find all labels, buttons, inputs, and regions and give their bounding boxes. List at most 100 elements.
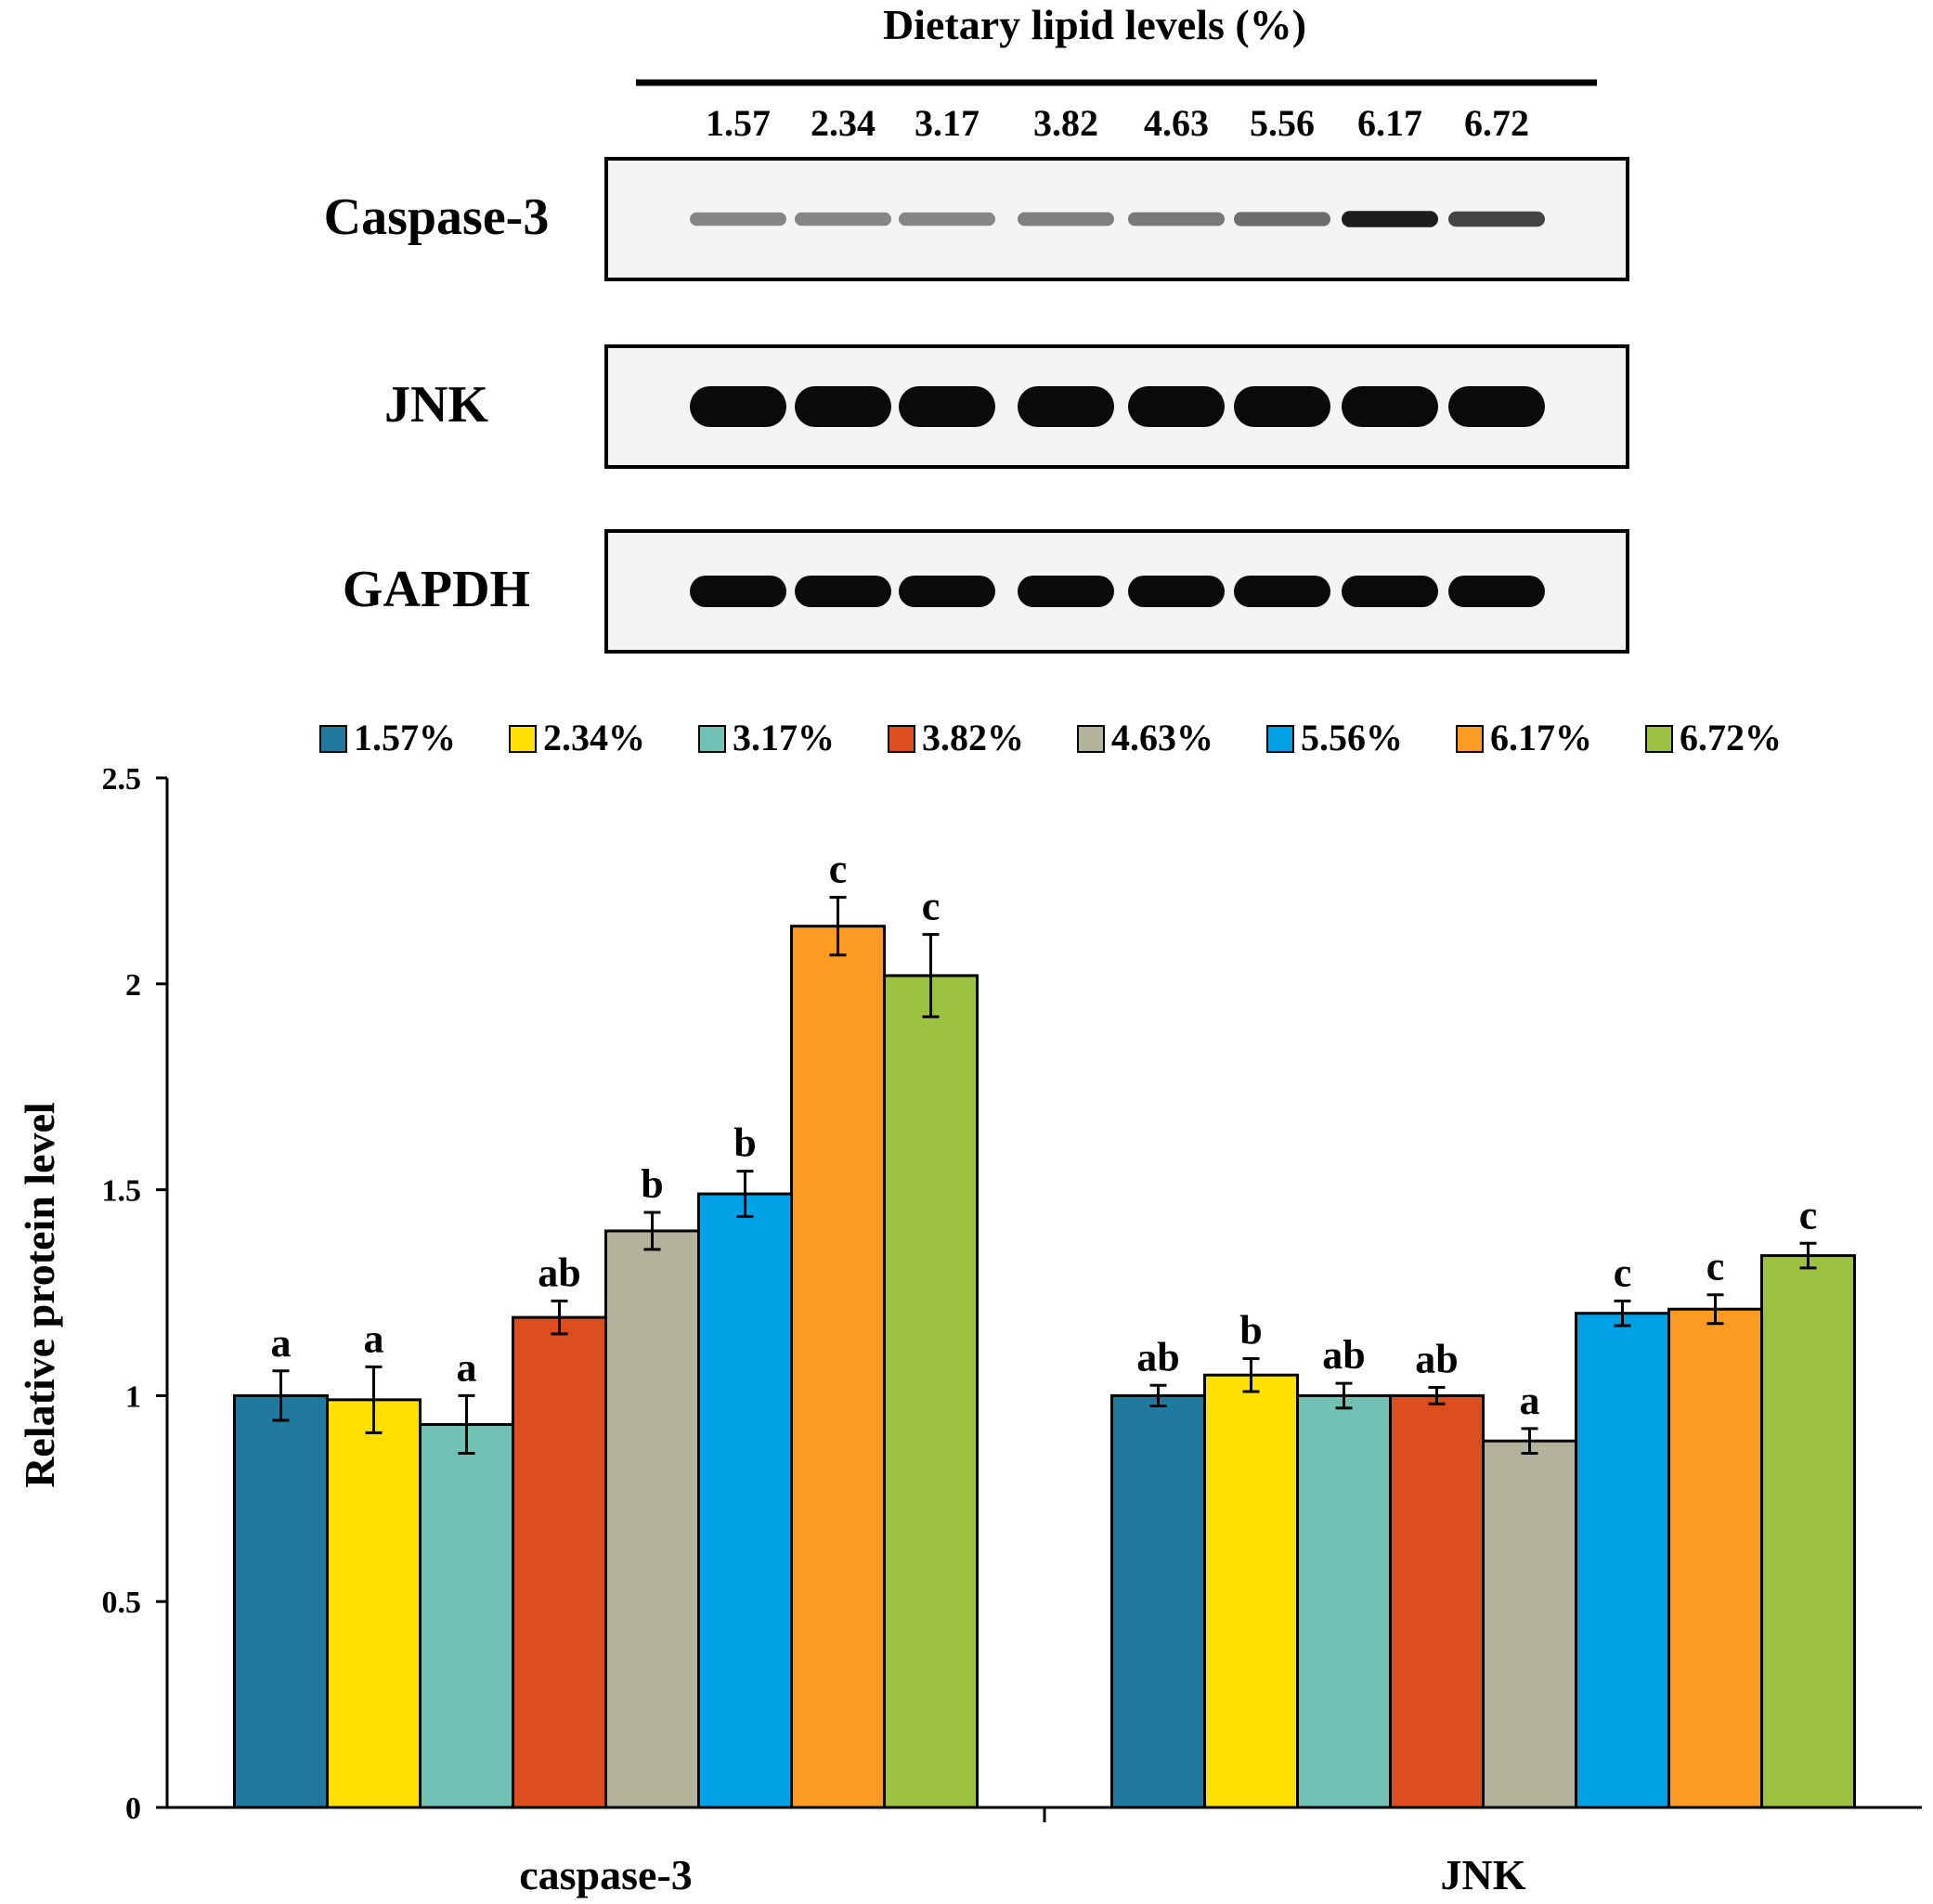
- lane-label: 6.72: [1464, 102, 1529, 144]
- bars: [233, 925, 1856, 1809]
- blot-band: [1234, 212, 1330, 227]
- blot-band: [899, 212, 995, 227]
- bar: [1110, 1393, 1206, 1809]
- bar: [233, 1393, 329, 1809]
- x-tick-label: caspase-3: [519, 1851, 693, 1898]
- blot-band: [1128, 212, 1225, 227]
- blot-band: [1448, 576, 1545, 607]
- blot-band: [1018, 386, 1114, 427]
- significance-letter: b: [641, 1161, 663, 1207]
- bar-chart: 1.57% 2.34% 3.17% 3.82% 4.63% 5.56% 6.17% 6.72%…: [16, 717, 1922, 1898]
- blot-band: [1234, 386, 1330, 427]
- legend: 1.57% 2.34% 3.17% 3.82% 4.63% 5.56% 6.17% 6.72%: [319, 717, 1782, 758]
- significance-letter: a: [457, 1344, 477, 1390]
- significance-letter: ab: [1322, 1332, 1365, 1378]
- significance-letter: c: [1706, 1244, 1725, 1289]
- blot-row-label: Caspase-3: [324, 188, 550, 246]
- legend-label: 2.34%: [543, 717, 645, 758]
- significance-letter: ab: [1415, 1337, 1458, 1382]
- legend-swatch: [698, 725, 726, 753]
- lane-label: 1.57: [706, 102, 771, 144]
- y-tick-label: 2.5: [102, 762, 142, 797]
- legend-swatch: [888, 725, 915, 753]
- blot-band: [1448, 386, 1545, 427]
- blot-band: [899, 386, 995, 427]
- x-tick-labels: caspase-3 JNK: [519, 1851, 1525, 1898]
- legend-entry: 5.56%: [1266, 717, 1403, 758]
- bar: [1760, 1254, 1856, 1809]
- bar: [883, 974, 979, 1809]
- legend-entry: 3.17%: [698, 717, 835, 758]
- legend-swatch: [1456, 725, 1484, 753]
- significance-letter: ab: [1136, 1334, 1179, 1379]
- legend-entry: 1.57%: [319, 717, 456, 758]
- blot-row: GAPDH: [343, 529, 1629, 654]
- blot-band: [690, 576, 786, 607]
- bar: [326, 1398, 422, 1809]
- y-tick-label: 1.5: [102, 1174, 142, 1209]
- legend-swatch: [319, 725, 347, 753]
- significance-letter: c: [922, 884, 941, 929]
- blot-band: [1342, 386, 1438, 427]
- significance-letter: a: [1520, 1378, 1540, 1423]
- error-bars: [272, 896, 1817, 1456]
- blot-row: Caspase-3: [324, 157, 1629, 281]
- y-axis-label: Relative protein level: [16, 1102, 63, 1488]
- legend-swatch: [1645, 725, 1673, 753]
- legend-label: 6.17%: [1490, 717, 1592, 758]
- legend-entry: 2.34%: [509, 717, 645, 758]
- bar: [1389, 1393, 1485, 1809]
- y-tick-label: 2: [125, 968, 141, 1003]
- legend-label: 4.63%: [1111, 717, 1213, 758]
- lane-label: 3.82: [1033, 102, 1098, 144]
- legend-entry: 6.17%: [1456, 717, 1592, 758]
- legend-label: 6.72%: [1680, 717, 1782, 758]
- axes: 0 0.5 1 1.5 2 2.5: [102, 762, 1922, 1826]
- blot-row: JNK: [384, 344, 1629, 469]
- western-blot-panel: Dietary lipid levels (%) 1.57 2.34 3.17 3.8…: [324, 1, 1629, 654]
- bar: [790, 925, 886, 1809]
- y-tick-label: 0.5: [102, 1586, 142, 1620]
- legend-label: 1.57%: [354, 717, 456, 758]
- blot-band: [795, 386, 891, 427]
- blot-row-label: GAPDH: [343, 561, 530, 618]
- blot-band: [690, 212, 786, 227]
- significance-letter: c: [1799, 1192, 1818, 1237]
- significance-letter: b: [1239, 1307, 1262, 1353]
- lane-label: 4.63: [1144, 102, 1209, 144]
- blot-band: [795, 212, 891, 227]
- bar: [1482, 1439, 1577, 1809]
- blot-band: [899, 576, 995, 607]
- significance-letter: c: [1614, 1250, 1632, 1295]
- legend-swatch: [1077, 725, 1105, 753]
- bar: [1296, 1393, 1392, 1809]
- legend-entry: 4.63%: [1077, 717, 1213, 758]
- y-tick-label: 1: [125, 1379, 141, 1414]
- blot-band: [1342, 211, 1438, 227]
- lane-label: 3.17: [915, 102, 979, 144]
- blot-rows: Caspase-3 JNK GAPDH: [324, 157, 1629, 654]
- significance-letter: a: [364, 1315, 384, 1361]
- bar: [697, 1192, 793, 1809]
- legend-swatch: [1266, 725, 1294, 753]
- bar: [419, 1422, 514, 1809]
- y-tick-label: 0: [125, 1792, 141, 1826]
- lane-label: 2.34: [811, 102, 876, 144]
- blot-band: [795, 576, 891, 607]
- blot-band: [1448, 211, 1545, 227]
- bar: [512, 1315, 607, 1809]
- legend-swatch: [509, 725, 537, 753]
- blot-band: [690, 386, 786, 427]
- significance-letter: c: [829, 847, 848, 892]
- bar: [1575, 1312, 1670, 1809]
- lane-labels: 1.57 2.34 3.17 3.82 4.63 5.56 6.17 6.72: [706, 102, 1529, 144]
- bar: [1667, 1307, 1763, 1809]
- blot-band: [1234, 576, 1330, 607]
- blot-band: [1018, 212, 1114, 227]
- legend-entry: 3.82%: [888, 717, 1024, 758]
- lane-label: 5.56: [1250, 102, 1315, 144]
- blot-title: Dietary lipid levels (%): [883, 1, 1306, 48]
- legend-label: 5.56%: [1301, 717, 1403, 758]
- blot-band: [1128, 386, 1225, 427]
